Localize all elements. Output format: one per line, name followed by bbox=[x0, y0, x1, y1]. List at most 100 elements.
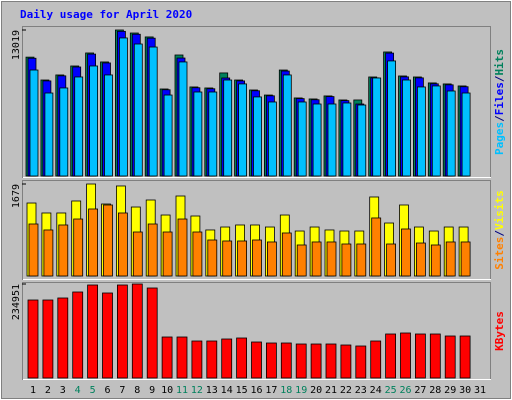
x-tick-label: 13 bbox=[206, 385, 218, 396]
x-tick-label: 6 bbox=[104, 385, 110, 396]
legend: Sites/Visits bbox=[493, 190, 506, 270]
bar bbox=[252, 239, 262, 277]
bar bbox=[444, 335, 456, 379]
bar bbox=[43, 229, 54, 277]
bar bbox=[415, 242, 426, 277]
bar bbox=[370, 340, 382, 379]
bar bbox=[341, 243, 352, 277]
bar bbox=[87, 284, 98, 379]
bar bbox=[281, 232, 292, 277]
bar bbox=[162, 231, 173, 277]
x-tick-label: 28 bbox=[429, 385, 441, 396]
legend-entry: Files bbox=[493, 82, 506, 115]
legend-entry: Pages bbox=[493, 122, 506, 155]
legend-entry: Visits bbox=[493, 190, 506, 230]
x-tick-label: 1 bbox=[30, 385, 36, 396]
bar bbox=[89, 65, 98, 177]
bar bbox=[282, 74, 292, 177]
bar bbox=[163, 94, 173, 177]
x-tick-label: 27 bbox=[414, 385, 426, 396]
bar bbox=[119, 37, 128, 177]
bar bbox=[253, 96, 262, 177]
bar bbox=[416, 86, 426, 177]
bar bbox=[402, 79, 411, 177]
x-tick-label: 23 bbox=[355, 385, 367, 396]
bar bbox=[103, 204, 113, 277]
bar bbox=[251, 341, 262, 379]
x-tick-label: 14 bbox=[221, 385, 233, 396]
x-tick-label: 11 bbox=[176, 385, 188, 396]
bar bbox=[58, 224, 69, 277]
x-tick-label: 9 bbox=[149, 385, 155, 396]
x-tick-label: 12 bbox=[191, 385, 203, 396]
bar bbox=[280, 342, 292, 379]
bar bbox=[27, 299, 39, 379]
bar bbox=[44, 92, 54, 177]
bar bbox=[267, 101, 277, 177]
bar bbox=[193, 91, 203, 177]
x-tick-label: 22 bbox=[340, 385, 352, 396]
x-tick-label: 18 bbox=[280, 385, 292, 396]
bar bbox=[461, 92, 471, 177]
bar bbox=[431, 85, 441, 177]
bar bbox=[73, 218, 84, 277]
bar bbox=[371, 217, 382, 277]
bar bbox=[372, 77, 382, 177]
bar bbox=[387, 60, 397, 177]
bar bbox=[74, 76, 84, 177]
x-tick-label: 4 bbox=[75, 385, 81, 396]
bar bbox=[191, 340, 203, 379]
bar bbox=[148, 46, 158, 177]
bar bbox=[206, 340, 218, 379]
bar bbox=[266, 241, 277, 277]
x-tick-label: 8 bbox=[134, 385, 140, 396]
chart-title: Daily usage for April 2020 bbox=[20, 8, 192, 21]
bar bbox=[88, 208, 98, 277]
bar bbox=[221, 338, 233, 379]
bar bbox=[223, 79, 233, 177]
bar bbox=[446, 90, 456, 177]
x-tick-label: 29 bbox=[444, 385, 456, 396]
bar bbox=[238, 83, 248, 177]
legend-entry: Sites bbox=[493, 237, 506, 270]
bar bbox=[146, 287, 158, 379]
y-tick-label: 13019 bbox=[11, 30, 22, 60]
bar bbox=[104, 74, 113, 177]
x-tick-label: 17 bbox=[265, 385, 277, 396]
bar bbox=[312, 103, 322, 177]
x-tick-label: 2 bbox=[45, 385, 51, 396]
bar bbox=[131, 283, 143, 379]
bar bbox=[429, 333, 441, 379]
x-tick-label: 25 bbox=[385, 385, 397, 396]
y-tick-label: 1679 bbox=[11, 184, 22, 208]
legend: Pages/Files/Hits bbox=[493, 49, 506, 155]
bar bbox=[57, 297, 69, 379]
bar bbox=[265, 342, 277, 379]
bar bbox=[356, 243, 367, 277]
x-tick-label: 24 bbox=[370, 385, 382, 396]
x-tick-label: 16 bbox=[250, 385, 262, 396]
bar bbox=[207, 239, 218, 277]
x-tick-label: 30 bbox=[459, 385, 471, 396]
legend-separator: / bbox=[493, 75, 506, 82]
bar bbox=[177, 218, 188, 277]
legend-entry: Hits bbox=[493, 49, 506, 76]
bar bbox=[326, 241, 337, 277]
x-tick-label: 21 bbox=[325, 385, 337, 396]
bar bbox=[401, 228, 411, 277]
x-tick-label: 5 bbox=[90, 385, 96, 396]
x-tick-label: 20 bbox=[310, 385, 322, 396]
bar bbox=[357, 104, 367, 177]
legend-separator: / bbox=[493, 115, 506, 122]
bar bbox=[385, 333, 397, 379]
bar bbox=[459, 335, 471, 379]
bar bbox=[430, 244, 441, 277]
bar bbox=[355, 345, 367, 379]
bar bbox=[132, 231, 143, 277]
bar bbox=[400, 332, 411, 379]
bar bbox=[133, 43, 143, 177]
bar bbox=[42, 299, 54, 379]
bar bbox=[340, 344, 352, 379]
bar bbox=[222, 240, 233, 277]
